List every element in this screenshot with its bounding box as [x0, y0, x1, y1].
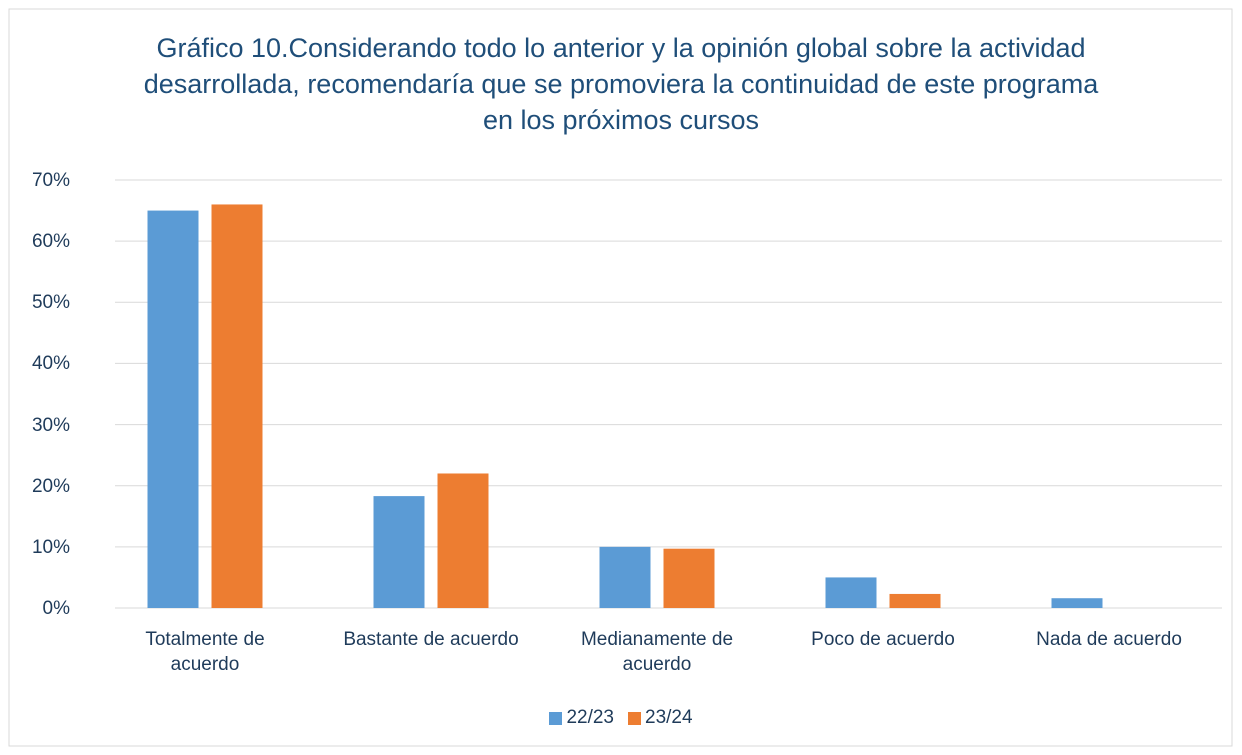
chart-border [8, 8, 1233, 747]
y-tick-label: 70% [31, 170, 70, 191]
chart-title: Gráfico 10.Considerando todo lo anterior… [143, 33, 1099, 135]
bar [1051, 598, 1103, 608]
x-tick-label: Nada de acuerdo [1036, 629, 1182, 650]
bar [437, 473, 489, 608]
y-tick-label: 0% [42, 598, 70, 619]
x-tick-label: Medianamente de acuerdo [580, 629, 734, 675]
legend-swatch [549, 711, 563, 725]
y-tick-label: 40% [31, 353, 70, 375]
bar [825, 577, 877, 608]
legend: 22/23 23/24 [0, 707, 1242, 729]
bar [373, 496, 425, 608]
y-tick-label: 10% [31, 536, 70, 558]
x-tick-label: Poco de acuerdo [811, 629, 955, 650]
y-tick-label: 60% [31, 231, 70, 253]
y-tick-label: 20% [31, 475, 70, 497]
legend-label: 22/23 [566, 707, 614, 728]
y-tick-label: 50% [31, 292, 70, 314]
legend-item: 22/23 [549, 707, 614, 729]
bar [211, 204, 263, 608]
y-tick-label: 30% [31, 414, 70, 436]
x-tick-label: Bastante de acuerdo [343, 629, 519, 650]
bar [599, 546, 651, 608]
legend-swatch [628, 711, 641, 725]
legend-item: 23/24 [628, 707, 693, 729]
bar [889, 593, 941, 608]
legend-label: 23/24 [645, 707, 693, 728]
bar [147, 210, 199, 609]
bar [663, 548, 715, 608]
x-tick-label: Totalmente de acuerdo [145, 629, 265, 675]
